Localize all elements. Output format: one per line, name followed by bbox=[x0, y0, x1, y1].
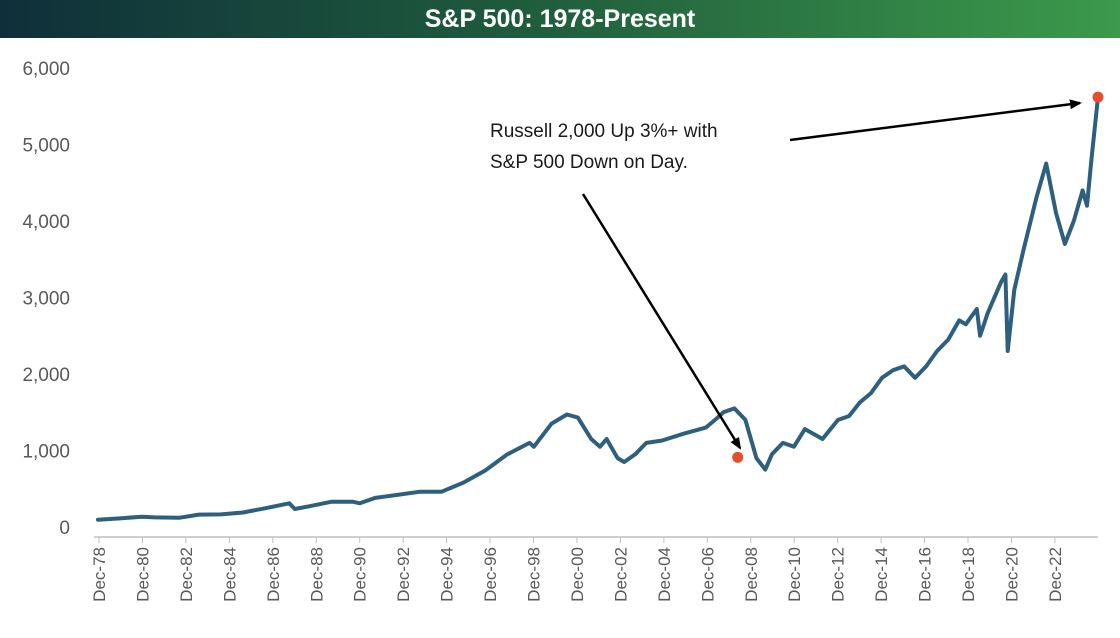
x-axis: Dec-78 Dec-80 Dec-82 Dec-84 Dec-86 Dec-88 Dec-… bbox=[90, 536, 1098, 602]
x-tick-label: Dec-14 bbox=[872, 547, 891, 602]
x-tick-label: Dec-78 bbox=[90, 547, 109, 602]
highlight-point bbox=[1092, 91, 1104, 103]
x-tick-label: Dec-98 bbox=[525, 547, 544, 602]
y-tick-label: 6,000 bbox=[22, 59, 70, 80]
y-tick-label: 1,000 bbox=[22, 442, 70, 463]
x-tick-label: Dec-18 bbox=[959, 547, 978, 602]
x-tick-label: Dec-92 bbox=[394, 547, 413, 602]
x-tick-label: Dec-20 bbox=[1002, 547, 1021, 602]
x-tick-label: Dec-12 bbox=[829, 547, 848, 602]
annotation: Russell 2,000 Up 3%+ with S&P 500 Down o… bbox=[490, 99, 1082, 450]
x-tick-label: Dec-22 bbox=[1046, 547, 1065, 602]
series-group bbox=[96, 95, 1100, 522]
y-axis: 0 1,000 2,000 3,000 4,000 5,000 6,000 bbox=[22, 59, 70, 539]
x-tick-label: Dec-08 bbox=[742, 547, 761, 602]
x-tick-label: Dec-84 bbox=[220, 547, 239, 602]
y-tick-label: 2,000 bbox=[22, 365, 70, 386]
x-tick-label: Dec-82 bbox=[177, 547, 196, 602]
y-tick-label: 0 bbox=[59, 518, 70, 539]
x-tick-label: Dec-04 bbox=[655, 547, 674, 602]
y-tick-label: 5,000 bbox=[22, 136, 70, 157]
x-tick-label: Dec-88 bbox=[307, 547, 326, 602]
title-banner: S&P 500: 1978-Present bbox=[0, 0, 1120, 38]
sp500-series-line bbox=[96, 95, 1100, 522]
x-tick-label: Dec-86 bbox=[264, 547, 283, 602]
x-tick-label: Dec-06 bbox=[698, 547, 717, 602]
x-tick-label: Dec-94 bbox=[438, 547, 457, 602]
annotation-line-2: S&P 500 Down on Day. bbox=[490, 152, 688, 173]
x-tick-label: Dec-96 bbox=[481, 547, 500, 602]
x-tick-label: Dec-10 bbox=[785, 547, 804, 602]
x-tick-label: Dec-16 bbox=[916, 547, 935, 602]
arrow-to-latest-point bbox=[789, 99, 1082, 142]
arrow-to-2008-point bbox=[581, 193, 742, 450]
annotation-line-1: Russell 2,000 Up 3%+ with bbox=[490, 121, 718, 142]
x-tick-label: Dec-80 bbox=[133, 547, 152, 602]
y-tick-label: 4,000 bbox=[22, 212, 70, 233]
x-tick-label: Dec-90 bbox=[351, 547, 370, 602]
highlight-point bbox=[732, 451, 744, 463]
highlight-markers bbox=[732, 91, 1104, 463]
chart-title: S&P 500: 1978-Present bbox=[424, 4, 696, 33]
x-tick-label: Dec-00 bbox=[568, 547, 587, 602]
x-tick-label: Dec-02 bbox=[611, 547, 630, 602]
y-tick-label: 3,000 bbox=[22, 289, 70, 310]
